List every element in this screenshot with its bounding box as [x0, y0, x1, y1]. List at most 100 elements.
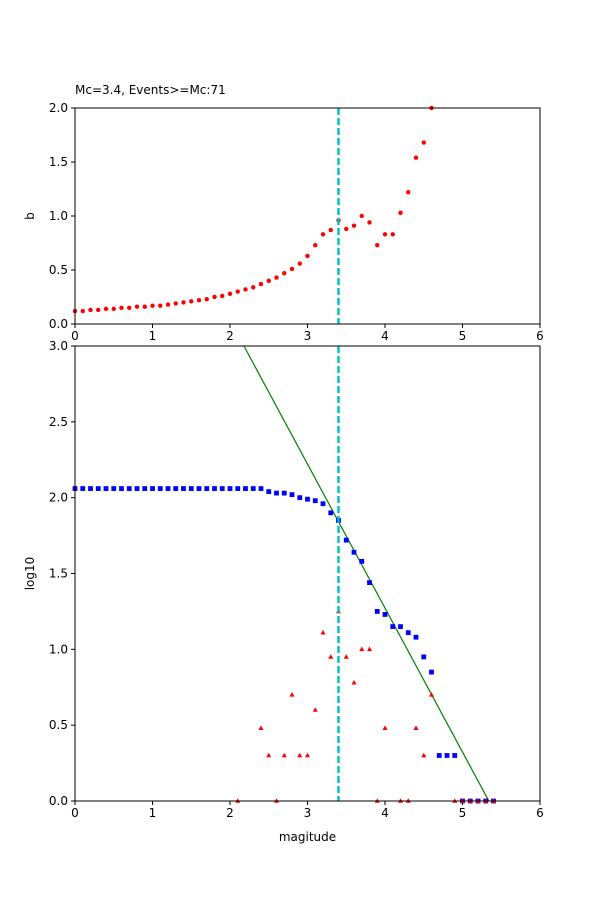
b-value-point: [289, 266, 295, 272]
b-value-point: [119, 305, 124, 310]
b-value-panel: Mc=3.4, Events>=Mc:71 0 1 2 3 4 5 6 0.0 0.5 1.0 1.…: [23, 83, 544, 343]
b-value-point: [158, 303, 163, 308]
b-value-point: [173, 301, 178, 306]
b-value-point: [204, 296, 209, 302]
y-tick-label: 2.0: [49, 491, 68, 505]
noncumulative-count-point: [297, 752, 303, 758]
cumulative-count-point: [219, 486, 225, 491]
y-tick-label: 0.0: [49, 794, 68, 808]
cumulative-count-point: [421, 654, 427, 660]
b-value-point: [251, 285, 256, 290]
y-axis-label: log10: [23, 557, 37, 591]
cumulative-count-point: [374, 609, 380, 614]
cumulative-count-point: [165, 486, 171, 491]
x-tick-label: 3: [304, 806, 312, 820]
b-value-point: [103, 306, 109, 312]
noncumulative-count-point: [258, 725, 264, 730]
x-tick-label: 3: [304, 329, 312, 343]
y-tick-label: 1.5: [49, 155, 68, 169]
b-value-point: [196, 298, 202, 303]
cumulative-count-point: [281, 490, 287, 496]
axes-frame: [74, 345, 541, 802]
b-value-point: [297, 261, 302, 266]
y-tick-label: 0.5: [49, 263, 68, 277]
cumulative-count-point: [343, 537, 349, 543]
b-value-point: [266, 278, 271, 283]
b-value-point: [359, 213, 364, 219]
y-tick-label: 1.5: [49, 567, 68, 581]
cumulative-count-point: [212, 486, 217, 491]
x-tick-label: 0: [71, 806, 79, 820]
b-value-point: [227, 291, 233, 296]
cumulative-count-point: [320, 501, 326, 507]
cumulative-count-point: [80, 486, 86, 491]
b-value-point: [274, 275, 279, 280]
b-value-point: [413, 155, 419, 160]
b-value-point: [134, 304, 140, 309]
cumulative-count-point: [204, 486, 210, 491]
cumulative-count-point: [250, 486, 256, 491]
b-value-point: [320, 232, 326, 237]
noncumulative-count-point: [289, 692, 295, 697]
b-value-point: [328, 227, 333, 233]
cumulative-count-point: [227, 486, 233, 491]
cumulative-count-point: [305, 496, 310, 502]
cumulative-count-point: [382, 612, 388, 617]
noncumulative-count-point: [429, 692, 434, 697]
cumulative-count-point: [181, 486, 186, 491]
y-tick-label: 2.5: [49, 415, 68, 429]
cumulative-count-point: [274, 490, 279, 496]
b-value-point: [351, 223, 357, 228]
b-value-point: [390, 232, 395, 237]
x-tick-label: 5: [459, 806, 467, 820]
x-tick-label: 2: [226, 806, 234, 820]
cumulative-count-point: [258, 486, 264, 491]
y-tick-label: 3.0: [49, 339, 68, 353]
b-value-point: [375, 242, 380, 248]
y-axis-label: b: [23, 212, 37, 220]
y-tick-label: 0.5: [49, 718, 68, 732]
noncumulative-count-point: [421, 752, 427, 758]
cumulative-count-point: [188, 486, 194, 491]
cumulative-count-point: [413, 634, 419, 640]
b-value-point: [344, 226, 349, 232]
y-tick-label: 1.0: [49, 209, 68, 223]
cumulative-count-point: [444, 753, 450, 758]
data-layer: [72, 105, 434, 324]
x-tick-label: 6: [536, 806, 544, 820]
y-tick-label: 0.0: [49, 317, 68, 331]
b-value-point: [88, 307, 93, 313]
b-value-point: [165, 302, 171, 307]
data-layer: [72, 345, 496, 804]
x-axis-label: magitude: [279, 830, 336, 844]
b-value-point: [235, 289, 240, 294]
noncumulative-count-point: [266, 752, 272, 758]
noncumulative-count-point: [343, 654, 349, 659]
x-tick-label: 1: [149, 806, 157, 820]
cumulative-count-point: [297, 495, 303, 501]
b-value-point: [258, 281, 264, 287]
cumulative-count-point: [390, 624, 396, 629]
x-tick-label: 5: [459, 329, 467, 343]
x-tick-label: 2: [226, 329, 234, 343]
x-tick-label: 4: [381, 806, 389, 820]
tick-layer: 0 1 2 3 4 5 6 0.0 0.5 1.0 1.5 2.0 2.5 3.0: [49, 339, 544, 820]
b-value-point: [243, 287, 248, 292]
cumulative-count-point: [367, 580, 372, 585]
cumulative-count-point: [359, 558, 365, 564]
cumulative-count-point: [436, 753, 442, 758]
b-value-point: [421, 140, 426, 145]
b-value-point: [150, 303, 155, 308]
noncumulative-count-point: [281, 752, 287, 758]
b-value-point: [96, 307, 101, 313]
b-value-point: [220, 293, 225, 299]
noncumulative-count-point: [382, 725, 388, 730]
b-value-point: [80, 308, 85, 314]
cumulative-count-point: [150, 486, 155, 491]
x-tick-label: 6: [536, 329, 544, 343]
cumulative-count-point: [95, 486, 101, 491]
b-value-point: [313, 242, 318, 248]
noncumulative-count-point: [359, 646, 365, 652]
cumulative-count-point: [312, 498, 318, 504]
